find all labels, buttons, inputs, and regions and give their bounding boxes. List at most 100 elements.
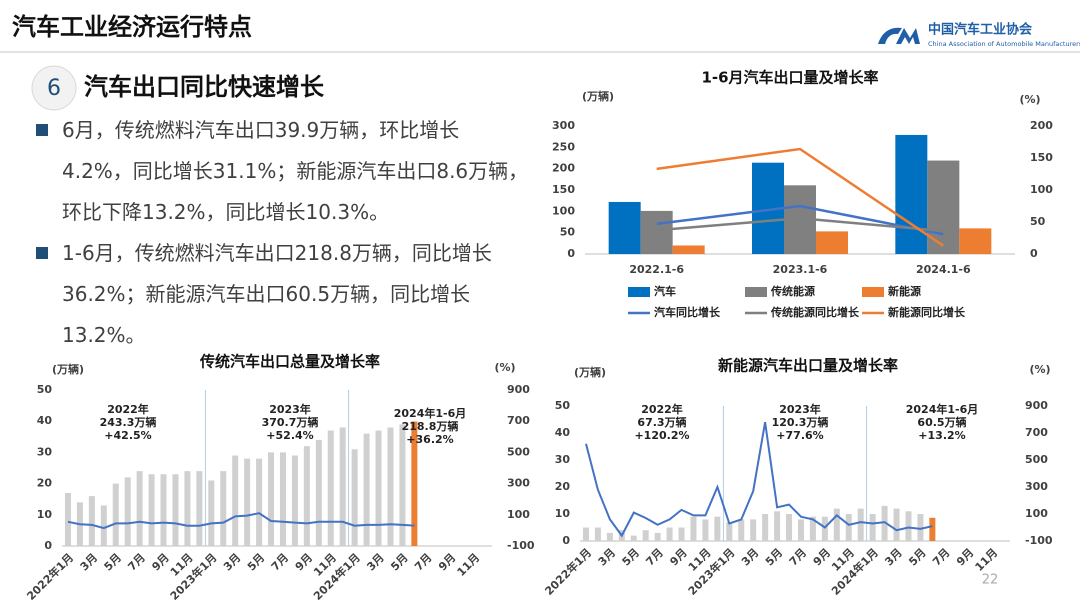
bar [833,508,840,541]
x-tick-label: 5月 [245,551,267,573]
bar [339,427,346,546]
y2-tick-label: 200 [1030,119,1053,132]
x-tick-label: 3月 [78,551,100,573]
x-tick-label: 2022年1月 [542,545,595,598]
x-tick-label: 7月 [269,551,291,573]
y-tick-label: 10 [37,508,53,521]
annotation: 2023年 [269,402,311,416]
y-tick-label: 0 [562,534,570,547]
page-number: 22 [982,573,999,588]
y-tick-label: 0 [567,247,575,260]
chart-title: 传统汽车出口总量及增长率 [199,353,380,371]
bar [893,508,900,541]
y2-tick-label: 300 [1025,480,1048,493]
bullet-text: 1-6月，传统燃料汽车出口218.8万辆，同比增长36.2%；新能源汽车出口60… [62,241,492,347]
annotation: +52.4% [266,429,313,442]
x-tick-label: 2024.1-6 [916,263,971,276]
bar [160,474,167,546]
legend-swatch [862,287,884,297]
bar [363,433,370,546]
annotation: +13.2% [918,429,965,442]
bar [399,424,406,546]
bar [654,532,661,541]
bar [750,519,757,541]
line [67,512,415,530]
bar [738,519,745,541]
bar [351,449,358,546]
legend-label: 汽车同比增长 [654,305,721,319]
bar [678,527,685,541]
bar [821,516,828,541]
bar [690,516,697,541]
bar [196,471,203,546]
bar [315,439,322,546]
x-tick-label: 7月 [643,546,665,568]
y2-axis-unit: (%) [1019,93,1040,106]
bullet: 1-6月，传统燃料汽车出口218.8万辆，同比增长36.2%；新能源汽车出口60… [30,233,530,356]
bar [387,427,394,546]
x-tick-label: 2022年1月 [24,550,77,603]
bar [327,430,334,546]
org-name: 中国汽车工业协会 [928,22,1033,38]
x-tick-label: 3月 [882,546,904,568]
y2-tick-label: 700 [1025,426,1048,439]
bar [411,421,418,546]
bar [726,522,733,541]
bar [208,480,215,546]
x-tick-label: 7月 [787,546,809,568]
legend-label: 新能源 [888,284,921,298]
bar [112,483,119,546]
org-logo [878,27,920,44]
bar [917,514,924,541]
x-tick-label: 3月 [364,551,386,573]
bar [244,458,251,546]
y2-tick-label: 500 [1025,453,1048,466]
y-tick-label: 50 [555,399,571,412]
annotation: 120.3万辆 [772,415,829,429]
x-tick-label: 3月 [221,551,243,573]
bar [220,471,227,546]
bar [279,452,286,546]
y2-tick-label: 300 [507,477,530,490]
bar [774,511,781,541]
bar [303,446,310,546]
bar [762,514,769,541]
x-tick-label: 2023.1-6 [773,263,828,276]
annotation: +77.6% [776,429,823,442]
y-tick-label: 200 [552,162,575,175]
bar [256,458,263,546]
legend-label: 新能源同比增长 [888,305,966,319]
bar [594,527,601,541]
x-tick-label: 11月 [455,551,483,579]
y-tick-label: 100 [552,204,575,217]
bar [148,474,155,546]
x-tick-label: 7月 [930,546,952,568]
bar [172,474,179,546]
y-axis-unit: (万辆) [574,365,606,379]
x-tick-label: 7月 [412,551,434,573]
legend-label: 汽车 [654,284,676,298]
annotation: 2022年 [641,402,683,416]
bar [640,210,673,254]
y2-tick-label: 100 [507,508,530,521]
y-tick-label: 50 [560,226,576,239]
y-tick-label: 40 [555,426,571,439]
slide-title: 汽车工业经济运行特点 [12,13,252,41]
y2-axis-unit: (%) [1029,363,1050,376]
bar [881,505,888,541]
bar [291,455,298,546]
bar [64,492,71,546]
bar [136,471,143,546]
y2-tick-label: -100 [1025,534,1053,547]
bar [606,532,613,541]
y2-tick-label: 900 [507,383,530,396]
legend-label: 传统能源 [770,284,815,298]
y-tick-label: 20 [555,480,571,493]
bar [100,505,107,546]
legend-swatch [628,287,650,297]
annotation: 2023年 [779,402,821,416]
y2-tick-label: 500 [507,445,530,458]
bar [905,511,912,541]
y-tick-label: 30 [555,453,571,466]
